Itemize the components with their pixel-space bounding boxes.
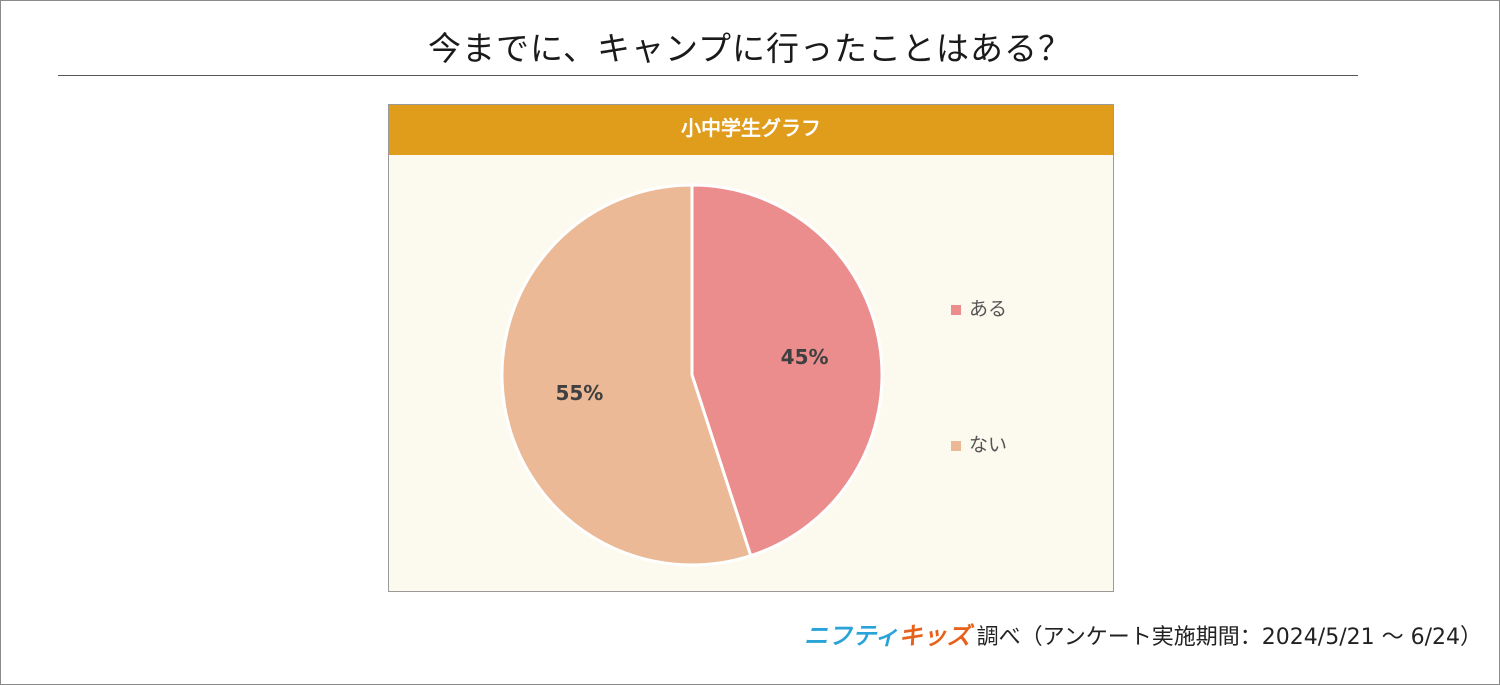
legend-label-1: ある <box>969 298 1007 320</box>
chart-header: 小中学生グラフ <box>389 105 1113 155</box>
pie-slice-2 <box>500 183 753 567</box>
page-title: 今までに、キャンプに行ったことはある？ <box>427 29 1073 68</box>
title-divider <box>58 75 1358 76</box>
pie-value-labels: 45% 55% <box>555 345 828 405</box>
survey-period-text: 調べ（アンケート実施期間：2024/5/21 ～ 6/24） <box>976 625 1482 650</box>
niftykids-logo: ニフティキッズ <box>804 616 971 651</box>
logo-nifty: ニフティ <box>804 622 899 650</box>
pie-slice-1 <box>690 183 884 558</box>
source-credit: ニフティキッズ 調べ（アンケート実施期間：2024/5/21 ～ 6/24） <box>804 616 1482 651</box>
logo-kids: キッズ <box>898 622 971 650</box>
pie-value-label: 55% <box>555 381 603 405</box>
legend-swatch-2 <box>951 441 961 451</box>
legend-label-2: ない <box>969 434 1007 456</box>
legend-swatch-1 <box>951 305 961 315</box>
pie-value-label: 45% <box>781 345 829 369</box>
chart-panel: 小中学生グラフ 45% 55% あるない <box>388 104 1114 592</box>
pie-slices <box>500 183 884 567</box>
